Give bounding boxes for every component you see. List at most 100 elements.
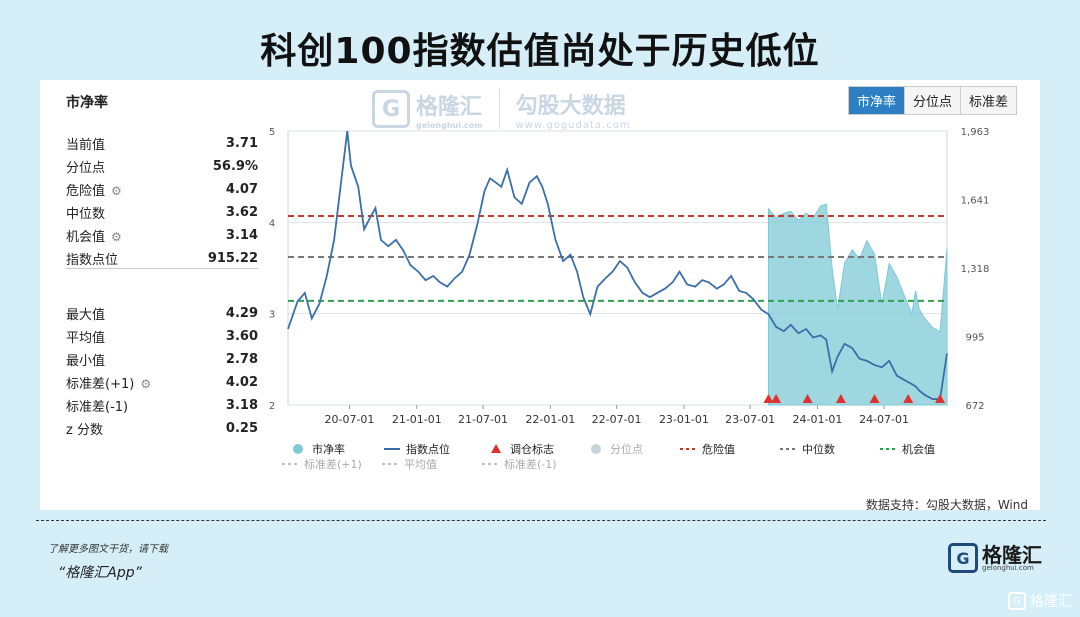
stat-value: 3.60 (225, 329, 258, 344)
stat-label-text: 平均值 (66, 331, 106, 346)
y-left-tick: 2 (269, 401, 275, 412)
watermark-right-big: 勾股大数据 (515, 93, 626, 119)
rebalance-marker (802, 394, 813, 403)
x-tick: 22-07-01 (592, 413, 642, 426)
x-tick: 23-07-01 (725, 413, 775, 426)
panel-title: 市净率 (66, 95, 108, 111)
corner-g-icon: G (1008, 592, 1026, 610)
x-tick: 21-07-01 (458, 413, 508, 426)
corner-watermark: G 格隆汇 (1008, 591, 1072, 611)
stat-label-text: 标准差(-1) (66, 400, 129, 415)
watermark-right: 勾股大数据 www.gogudata.com (516, 88, 631, 131)
stat-value: 915.22 (207, 251, 258, 266)
stat-label: 最大值 (66, 304, 105, 323)
gear-icon[interactable]: ⚙ (111, 184, 122, 198)
stat-value: 4.02 (225, 375, 258, 390)
legend-label: 市净率 (312, 442, 345, 456)
watermark-name: 格隆汇 gelonghui.com (416, 89, 483, 130)
x-tick: 20-07-01 (325, 413, 375, 426)
gear-icon[interactable]: ⚙ (111, 230, 122, 244)
stats-top: 当前值 3.71 分位点 56.9% 危险值 ⚙ 4.07 中位数 3.62 机会值 ⚙ 3.14 指数… (66, 132, 258, 270)
footer-divider (36, 520, 1046, 521)
stat-value: 4.07 (225, 182, 258, 197)
rebalance-marker (763, 394, 774, 403)
stat-value: 3.14 (225, 228, 258, 243)
legend-label: 中位数 (802, 442, 835, 456)
brand-logo[interactable]: G 格隆汇 gelonghui.com (948, 543, 1042, 573)
x-tick: 23-01-01 (659, 413, 709, 426)
rebalance-marker (771, 394, 782, 403)
legend-dot-icon (293, 444, 303, 454)
tab-2[interactable]: 标准差 (960, 87, 1017, 114)
y-left-tick: 3 (269, 310, 275, 321)
stat-label-text: 最大值 (66, 308, 106, 323)
stat-value: 4.29 (225, 306, 258, 321)
rebalance-marker (869, 394, 880, 403)
y-right-tick: 672 (965, 401, 984, 412)
stat-label-text: 当前值 (66, 138, 106, 153)
stat-value: 56.9% (212, 159, 258, 174)
stat-label: 中位数 (66, 203, 105, 222)
legend-label: 平均值 (404, 458, 437, 471)
stat-row: 机会值 ⚙ 3.14 (66, 224, 258, 247)
corner-text: 格隆汇 (1030, 594, 1072, 610)
stat-value: 2.78 (225, 352, 258, 367)
tab-1[interactable]: 分位点 (904, 87, 961, 114)
y-right-tick: 1,641 (961, 195, 990, 206)
chart-card: 2 3 4 5 672 995 1,318 1,641 1,963 20-07-01 21-01-0… (40, 80, 1040, 512)
legend-label: 危险值 (702, 442, 735, 456)
legend-triangle-icon (491, 444, 501, 453)
stat-row: 中位数 3.62 (66, 201, 258, 224)
data-source: 数据支持：勾股大数据，Wind (865, 498, 1028, 512)
page-title: 科创100指数估值尚处于历史低位 (260, 31, 820, 72)
stat-row: 分位点 56.9% (66, 155, 258, 178)
legend-label: 机会值 (902, 442, 935, 456)
stat-label: 标准差(-1) (66, 396, 128, 415)
stat-row: 标准差(-1) 3.18 (66, 394, 258, 417)
y-right-tick: 1,963 (961, 127, 990, 138)
promo-line-1: 了解更多图文干货，请下载 (48, 544, 168, 555)
stat-label-text: 分位点 (66, 161, 106, 176)
stat-label-text: z 分数 (66, 423, 103, 438)
chart-svg: 2 3 4 5 672 995 1,318 1,641 1,963 20-07-01 21-01-0… (269, 127, 990, 471)
gear-icon[interactable]: ⚙ (140, 377, 152, 391)
stat-row: 当前值 3.71 (66, 132, 258, 155)
x-tick: 24-01-01 (792, 413, 842, 426)
stat-label-text: 标准差(+1) (66, 377, 135, 392)
y-right-tick: 1,318 (961, 264, 990, 275)
watermark-divider (498, 89, 500, 129)
index-line (287, 130, 948, 400)
stat-row: 指数点位 915.22 (66, 247, 258, 270)
stats-bottom: 最大值 4.29 平均值 3.60 最小值 2.78 标准差(+1) ⚙ 4.02 标准差(-1)… (66, 302, 258, 440)
rebalance-marker (835, 394, 846, 403)
stat-row: 标准差(+1) ⚙ 4.02 (66, 371, 258, 394)
stat-value: 3.62 (225, 205, 258, 220)
stat-row: 危险值 ⚙ 4.07 (66, 178, 258, 201)
stat-label: 机会值 ⚙ (66, 226, 122, 245)
watermark-sub: gelonghui.com (416, 120, 483, 130)
legend-label: 标准差(+1) (304, 457, 362, 471)
stat-label: 平均值 (66, 327, 105, 346)
pb-area (767, 203, 948, 406)
watermark-logo-icon: G (372, 90, 410, 128)
stat-label: 当前值 (66, 134, 105, 153)
legend-label: 调仓标志 (510, 442, 554, 456)
x-tick: 22-01-01 (525, 413, 575, 426)
stat-label: z 分数 (66, 419, 103, 438)
watermark-right-small: www.gogudata.com (515, 119, 631, 131)
brand-name: 格隆汇 (982, 542, 1042, 567)
legend-label: 标准差(-1) (504, 457, 557, 471)
tab-0[interactable]: 市净率 (849, 87, 905, 114)
rebalance-marker (935, 394, 946, 403)
metric-tabs: 市净率 分位点 标准差 (848, 86, 1018, 115)
stat-label-text: 最小值 (66, 354, 106, 369)
stat-row: 平均值 3.60 (66, 325, 258, 348)
legend-label: 指数点位 (406, 442, 450, 456)
stat-label: 标准差(+1) ⚙ (66, 373, 151, 392)
stat-label: 最小值 (66, 350, 105, 369)
stat-label-text: 机会值 (66, 230, 106, 245)
stat-label: 分位点 (66, 157, 105, 176)
brand-g-icon: G (948, 543, 978, 573)
x-tick: 21-01-01 (392, 413, 442, 426)
stat-label-text: 指数点位 (66, 253, 119, 268)
